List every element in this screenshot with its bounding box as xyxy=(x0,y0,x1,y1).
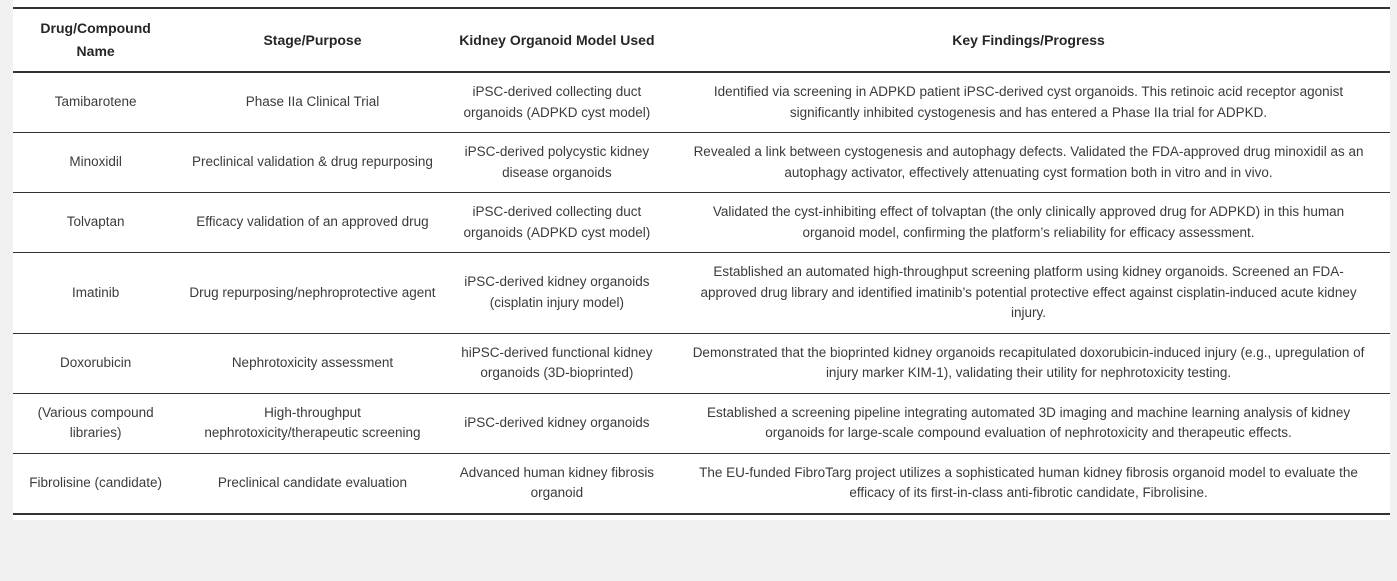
cell-drug: Imatinib xyxy=(13,252,179,334)
table-row: Tamibarotene Phase IIa Clinical Trial iPSC… xyxy=(13,72,1390,133)
drug-organoid-table: Drug/Compound Name Stage/Purpose Kidney … xyxy=(13,7,1390,515)
cell-model: iPSC-derived collecting duct organoids (… xyxy=(446,72,668,133)
cell-findings: Validated the cyst-inhibiting effect of … xyxy=(667,192,1390,253)
cell-stage: Preclinical candidate evaluation xyxy=(217,474,408,490)
cell-model: hiPSC-derived functional kidney organoid… xyxy=(446,333,668,394)
cell-model: iPSC-derived polycystic kidney disease o… xyxy=(446,132,668,193)
table-row: Doxorubicin Nephrotoxicity assessment hiPS… xyxy=(13,333,1390,394)
cell-model: Advanced human kidney fibrosis organoid xyxy=(459,464,655,501)
column-header-stage: Stage/Purpose xyxy=(178,8,447,73)
cell-stage: Efficacy validation of an approved drug xyxy=(178,192,447,253)
cell-model: iPSC-derived kidney organoids xyxy=(446,393,668,454)
cell-stage: High-throughput nephrotoxicity/therapeut… xyxy=(178,393,447,454)
table-body: Tamibarotene Phase IIa Clinical Trial iPSC… xyxy=(13,72,1390,514)
cell-drug: Tamibarotene xyxy=(13,72,179,133)
table-row: (Various compound libraries) High-through… xyxy=(13,393,1390,454)
cell-findings: Established an automated high-throughput… xyxy=(667,252,1390,334)
cell-drug: Tolvaptan xyxy=(13,192,179,253)
cell-model: iPSC-derived kidney organoids (cisplatin… xyxy=(446,252,668,334)
cell-stage: Phase IIa Clinical Trial xyxy=(178,72,447,133)
cell-findings: Revealed a link between cystogenesis and… xyxy=(667,132,1390,193)
table-row: Tolvaptan Efficacy validation of an appro… xyxy=(13,192,1390,253)
cell-findings: Identified via screening in ADPKD patien… xyxy=(667,72,1390,133)
cell-drug: Fibrolisine (candidate) xyxy=(29,474,163,490)
cell-stage: Nephrotoxicity assessment xyxy=(178,333,447,394)
cell-findings: Demonstrated that the bioprinted kidney … xyxy=(667,333,1390,394)
table-header: Drug/Compound Name Stage/Purpose Kidney … xyxy=(13,8,1390,73)
cell-findings: The EU-funded FibroTarg project utilizes… xyxy=(699,464,1358,501)
table-row: Imatinib Drug repurposing/nephroprotectiv… xyxy=(13,252,1390,334)
column-header-drug: Drug/Compound Name xyxy=(13,8,179,73)
cell-findings: Established a screening pipeline integra… xyxy=(667,393,1390,454)
cell-drug: Minoxidil xyxy=(13,132,179,193)
page-container: Drug/Compound Name Stage/Purpose Kidney … xyxy=(13,0,1390,520)
cell-drug: (Various compound libraries) xyxy=(13,393,179,454)
header-row: Drug/Compound Name Stage/Purpose Kidney … xyxy=(13,8,1390,73)
column-header-model: Kidney Organoid Model Used xyxy=(446,8,668,73)
table-row: Minoxidil Preclinical validation & drug r… xyxy=(13,132,1390,193)
cell-model: iPSC-derived collecting duct organoids (… xyxy=(446,192,668,253)
cell-drug: Doxorubicin xyxy=(13,333,179,394)
table-row: Fibrolisine (candidate) Preclinical candi… xyxy=(13,453,1390,514)
column-header-findings: Key Findings/Progress xyxy=(667,8,1390,73)
cell-stage: Preclinical validation & drug repurposin… xyxy=(178,132,447,193)
cell-stage: Drug repurposing/nephroprotective agent xyxy=(178,252,447,334)
